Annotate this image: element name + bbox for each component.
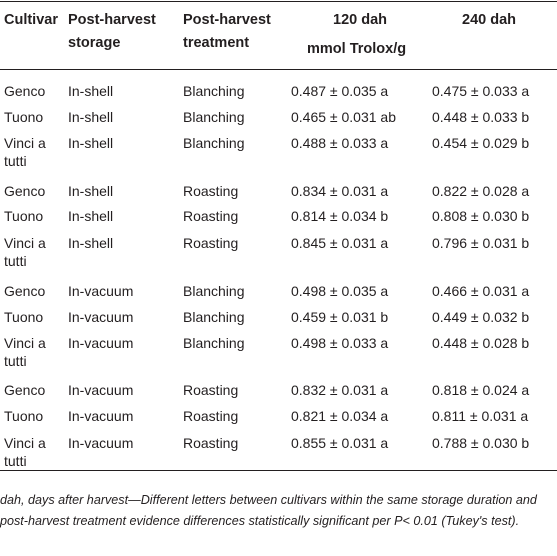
treatment-cell: Roasting xyxy=(183,435,239,451)
bottom-rule xyxy=(0,470,557,471)
value-120-cell: 0.487 ± 0.035 a xyxy=(291,83,389,99)
value-240-cell: 0.448 ± 0.028 b xyxy=(432,335,530,351)
header-unit: mmol Trolox/g xyxy=(307,41,407,57)
header-treatment-line1: Post-harvest xyxy=(183,12,271,28)
storage-cell: In-shell xyxy=(68,235,114,251)
treatment-cell: Roasting xyxy=(183,235,239,251)
value-120-cell: 0.855 ± 0.031 a xyxy=(291,435,389,451)
header-storage-line2: storage xyxy=(68,35,121,51)
value-240-cell: 0.448 ± 0.033 b xyxy=(432,109,530,125)
value-120-cell: 0.814 ± 0.034 b xyxy=(291,208,389,224)
storage-cell: In-shell xyxy=(68,183,114,199)
storage-cell: In-vacuum xyxy=(68,309,134,325)
treatment-cell: Roasting xyxy=(183,208,239,224)
storage-cell: In-vacuum xyxy=(68,283,134,299)
storage-cell: In-shell xyxy=(68,109,114,125)
storage-cell: In-shell xyxy=(68,83,114,99)
value-120-cell: 0.832 ± 0.031 a xyxy=(291,382,389,398)
cultivar-cell: Tuono xyxy=(4,109,44,125)
header-storage-line1: Post-harvest xyxy=(68,12,156,28)
value-240-cell: 0.818 ± 0.024 a xyxy=(432,382,530,398)
header-rule xyxy=(0,69,557,70)
storage-cell: In-vacuum xyxy=(68,435,134,451)
value-120-cell: 0.465 ± 0.031 ab xyxy=(291,109,396,125)
cultivar-cell: Tuono xyxy=(4,208,44,224)
header-120dah: 120 dah xyxy=(333,12,387,28)
value-240-cell: 0.822 ± 0.028 a xyxy=(432,183,530,199)
top-rule xyxy=(0,1,557,2)
value-240-cell: 0.811 ± 0.031 a xyxy=(432,408,529,424)
treatment-cell: Roasting xyxy=(183,408,239,424)
cultivar-cell-line2: tutti xyxy=(4,153,27,169)
table-footnote: dah, days after harvest—Different letter… xyxy=(0,493,537,528)
value-240-cell: 0.796 ± 0.031 b xyxy=(432,235,530,251)
cultivar-cell: Genco xyxy=(4,382,46,398)
cultivar-cell: Genco xyxy=(4,183,46,199)
treatment-cell: Blanching xyxy=(183,109,245,125)
cultivar-cell-line2: tutti xyxy=(4,453,27,469)
storage-cell: In-vacuum xyxy=(68,335,134,351)
treatment-cell: Blanching xyxy=(183,283,245,299)
value-120-cell: 0.488 ± 0.033 a xyxy=(291,135,389,151)
value-240-cell: 0.808 ± 0.030 b xyxy=(432,208,530,224)
cultivar-cell-line2: tutti xyxy=(4,353,27,369)
storage-cell: In-shell xyxy=(68,135,114,151)
cultivar-cell: Vinci a xyxy=(4,135,46,151)
value-120-cell: 0.498 ± 0.033 a xyxy=(291,335,389,351)
treatment-cell: Blanching xyxy=(183,335,245,351)
value-120-cell: 0.845 ± 0.031 a xyxy=(291,235,389,251)
value-240-cell: 0.449 ± 0.032 b xyxy=(432,309,530,325)
treatment-cell: Blanching xyxy=(183,83,245,99)
value-120-cell: 0.498 ± 0.035 a xyxy=(291,283,389,299)
cultivar-cell-line2: tutti xyxy=(4,253,27,269)
value-120-cell: 0.459 ± 0.031 b xyxy=(291,309,389,325)
treatment-cell: Blanching xyxy=(183,309,245,325)
treatment-cell: Roasting xyxy=(183,183,239,199)
value-240-cell: 0.454 ± 0.029 b xyxy=(432,135,530,151)
storage-cell: In-vacuum xyxy=(68,382,134,398)
value-240-cell: 0.788 ± 0.030 b xyxy=(432,435,530,451)
cultivar-cell: Vinci a xyxy=(4,335,46,351)
cultivar-cell: Vinci a xyxy=(4,235,46,251)
value-120-cell: 0.821 ± 0.034 a xyxy=(291,408,389,424)
value-120-cell: 0.834 ± 0.031 a xyxy=(291,183,389,199)
header-cultivar: Cultivar xyxy=(4,12,58,28)
value-240-cell: 0.475 ± 0.033 a xyxy=(432,83,530,99)
header-treatment-line2: treatment xyxy=(183,35,250,51)
storage-cell: In-shell xyxy=(68,208,114,224)
cultivar-cell: Vinci a xyxy=(4,435,46,451)
storage-cell: In-vacuum xyxy=(68,408,134,424)
cultivar-cell: Genco xyxy=(4,283,46,299)
header-240dah: 240 dah xyxy=(462,12,516,28)
value-240-cell: 0.466 ± 0.031 a xyxy=(432,283,530,299)
cultivar-cell: Tuono xyxy=(4,408,44,424)
treatment-cell: Roasting xyxy=(183,382,239,398)
cultivar-cell: Genco xyxy=(4,83,46,99)
treatment-cell: Blanching xyxy=(183,135,245,151)
cultivar-cell: Tuono xyxy=(4,309,44,325)
